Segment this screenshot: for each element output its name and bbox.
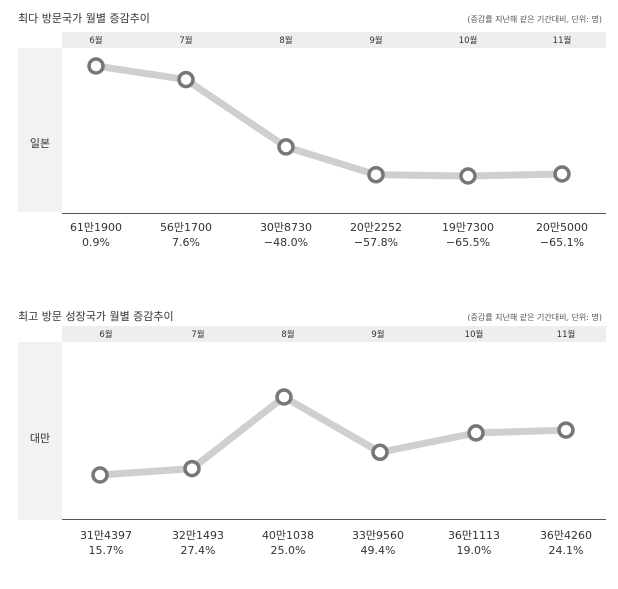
row-label: 대만	[29, 432, 51, 445]
chart-panel-taiwan: 최고 방문 성장국가 월별 증감추이 (증감률 지난해 같은 기간대비, 단위:…	[0, 300, 618, 580]
baseline	[62, 213, 606, 214]
value-label: 61만1900	[69, 221, 123, 234]
change-label: 27.4%	[180, 544, 216, 557]
line-plot	[91, 388, 575, 484]
data-label: 56만1700 7.6%	[160, 220, 212, 250]
data-label: 20만5000 −65.1%	[536, 220, 588, 250]
change-label: 0.9%	[82, 236, 110, 249]
data-point	[367, 165, 385, 184]
month-label: 6월	[99, 330, 113, 340]
month-label: 9월	[369, 36, 383, 46]
value-label: 20만2252	[349, 221, 403, 234]
chart-note: (증감률 지난해 같은 기간대비, 단위: 명)	[467, 313, 602, 322]
value-label: 56만1700	[159, 221, 213, 234]
row-label-box: 일본	[18, 48, 62, 212]
data-label: 40만1038 25.0%	[262, 528, 314, 558]
value-label: 19만7300	[441, 221, 495, 234]
data-label: 30만8730 −48.0%	[260, 220, 312, 250]
data-point	[183, 459, 201, 478]
value-label: 30만8730	[259, 221, 313, 234]
value-label: 31만4397	[79, 529, 133, 542]
value-row: 61만1900 0.9% 56만1700 7.6% 30만8730 −48.0% 20…	[62, 220, 606, 260]
month-label: 10월	[464, 330, 484, 340]
change-label: 7.6%	[172, 236, 200, 249]
month-label: 6월	[89, 36, 103, 46]
data-point	[467, 424, 485, 442]
data-label: 61만1900 0.9%	[70, 220, 122, 250]
change-label: −48.0%	[263, 236, 309, 249]
baseline	[62, 519, 606, 520]
data-point	[459, 167, 477, 185]
value-label: 36만4260	[539, 529, 593, 542]
line-plot	[87, 57, 571, 185]
month-header: 6월 7월 8월 9월 10월 11월	[62, 32, 606, 48]
month-label: 8월	[281, 330, 295, 340]
change-label: −65.1%	[539, 236, 585, 249]
data-label: 36만1113 19.0%	[448, 528, 500, 558]
chart-title: 최고 방문 성장국가 월별 증감추이	[18, 310, 174, 323]
data-point	[557, 421, 575, 439]
row-label: 일본	[29, 137, 51, 150]
change-label: 15.7%	[88, 544, 124, 557]
month-label: 9월	[371, 330, 385, 340]
data-label: 31만4397 15.7%	[80, 528, 132, 558]
data-label: 36만4260 24.1%	[540, 528, 592, 558]
chart-note: (증감률 지난해 같은 기간대비, 단위: 명)	[467, 15, 602, 24]
change-label: 49.4%	[360, 544, 396, 557]
data-point	[371, 443, 389, 462]
change-label: 19.0%	[456, 544, 492, 557]
series-line	[92, 62, 566, 180]
data-point	[91, 466, 109, 484]
value-label: 36만1113	[447, 529, 501, 542]
data-point	[275, 388, 293, 406]
month-label: 11월	[556, 330, 576, 340]
change-label: 24.1%	[548, 544, 584, 557]
value-row: 31만4397 15.7% 32만1493 27.4% 40만1038 25.0% 3…	[62, 528, 606, 568]
data-label: 19만7300 −65.5%	[442, 220, 494, 250]
value-label: 40만1038	[261, 529, 315, 542]
change-label: −65.5%	[445, 236, 491, 249]
data-label: 32만1493 27.4%	[172, 528, 224, 558]
month-label: 7월	[191, 330, 205, 340]
chart-panel-japan: 최다 방문국가 월별 증감추이 (증감률 지난해 같은 기간대비, 단위: 명)…	[0, 0, 618, 270]
change-label: 25.0%	[270, 544, 306, 557]
data-point	[277, 138, 295, 156]
data-point	[177, 70, 195, 89]
value-label: 20만5000	[535, 221, 589, 234]
value-label: 32만1493	[171, 529, 225, 542]
series-line	[96, 393, 570, 479]
month-header: 6월 7월 8월 9월 10월 11월	[62, 326, 606, 342]
data-point	[553, 165, 571, 183]
chart-title: 최다 방문국가 월별 증감추이	[18, 12, 150, 25]
month-label: 10월	[458, 36, 478, 46]
month-label: 11월	[552, 36, 572, 46]
month-label: 7월	[179, 36, 193, 46]
data-point	[87, 57, 105, 75]
data-label: 20만2252 −57.8%	[350, 220, 402, 250]
data-label: 33만9560 49.4%	[352, 528, 404, 558]
value-label: 33만9560	[351, 529, 405, 542]
row-label-box: 대만	[18, 342, 62, 520]
change-label: −57.8%	[353, 236, 399, 249]
month-label: 8월	[279, 36, 293, 46]
